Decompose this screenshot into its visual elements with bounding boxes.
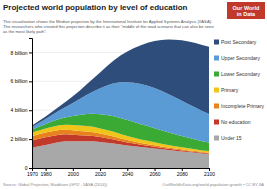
tick: 2080 xyxy=(177,168,188,177)
logo-text: in Data xyxy=(237,11,256,17)
tick-label: 2100 xyxy=(204,171,215,177)
legend-entry: Upper Secondary xyxy=(221,55,260,61)
legend: Post Secondary Upper Secondary Lower Secon… xyxy=(214,39,265,141)
tick-label: 6 billion xyxy=(11,78,28,84)
tick-label: 4 billion xyxy=(11,107,28,113)
legend-entry: Under 15 xyxy=(221,135,242,141)
legend-entry: Incomplete Primary xyxy=(221,103,265,109)
tick-mark xyxy=(29,168,32,169)
tick-label: 2 billion xyxy=(11,136,28,142)
legend-entry: Lower Secondary xyxy=(221,71,260,77)
tick-mark xyxy=(29,81,32,82)
logo-box xyxy=(227,2,265,19)
legend-swatch xyxy=(214,40,219,45)
tick-label: 1980 xyxy=(41,171,52,177)
credit: OurWorldInData.org/world-population-grow… xyxy=(162,182,264,187)
tick: 2 billion xyxy=(11,136,32,142)
tick-label: 2060 xyxy=(149,171,160,177)
tick-mark xyxy=(29,52,32,53)
tick-label: 0 xyxy=(25,165,28,171)
tick-label: 1970 xyxy=(27,171,38,177)
legend-entry: Primary xyxy=(221,87,239,93)
legend-entry: No education xyxy=(221,119,251,125)
plot: 19701980 2000 2020 2040 2060 2080 2100 0 2 billi… xyxy=(11,39,216,178)
tick: 8 billion xyxy=(11,50,32,56)
tick: 2020 xyxy=(95,168,106,177)
tick: 1970 xyxy=(27,168,38,177)
y-axis: 0 2 billion 4 billion 6 billion 8 billion xyxy=(11,39,33,172)
tick-mark xyxy=(29,139,32,140)
legend-swatch xyxy=(214,88,219,93)
tick-label: 2000 xyxy=(68,171,79,177)
tick-label: 2020 xyxy=(95,171,106,177)
tick: 4 billion xyxy=(11,107,32,113)
legend-swatch xyxy=(214,56,219,61)
title: Projected world population by level of e… xyxy=(3,3,188,12)
x-axis: 19701980 2000 2020 2040 2060 2080 2100 xyxy=(27,168,215,177)
tick: 6 billion xyxy=(11,78,32,84)
legend-entry: Post Secondary xyxy=(221,39,257,45)
legend-swatch xyxy=(214,136,219,141)
tick: 2060 xyxy=(149,168,160,177)
subtitle: as the most likely path". xyxy=(3,29,47,34)
tick-label: 2040 xyxy=(122,171,133,177)
tick: 2100 xyxy=(204,168,215,177)
areas xyxy=(32,40,209,168)
tick-label: 8 billion xyxy=(11,50,28,56)
tick: 2040 xyxy=(122,168,133,177)
tick-label: 2080 xyxy=(177,171,188,177)
legend-swatch xyxy=(214,120,219,125)
axis-line xyxy=(29,39,33,169)
chart: Our Worldin Data Projected world populati… xyxy=(0,0,267,189)
area xyxy=(32,40,209,127)
tick: 1980 xyxy=(41,168,52,177)
legend-swatch xyxy=(214,72,219,77)
tick: 2000 xyxy=(68,168,79,177)
legend-swatch xyxy=(214,104,219,109)
tick-mark xyxy=(29,110,32,111)
source: Source: Global Projection, Maddison (GPI… xyxy=(3,182,108,187)
logo-text: Our World xyxy=(233,5,260,11)
tick: 0 xyxy=(25,165,32,171)
